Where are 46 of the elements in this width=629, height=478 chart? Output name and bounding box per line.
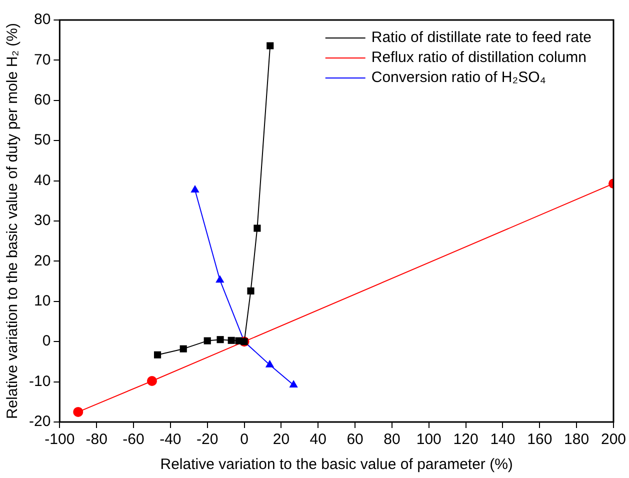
y-tick-label: 0 — [42, 332, 51, 350]
x-tick-label: -60 — [122, 431, 144, 448]
x-tick-label: 20 — [272, 431, 290, 448]
point — [146, 376, 157, 386]
x-tick-label: 140 — [490, 431, 516, 448]
y-tick-label: 30 — [34, 212, 51, 230]
legend-label: Ratio of distillate rate to feed rate — [371, 29, 592, 46]
x-tick-label: -40 — [160, 431, 182, 448]
legend-label: Conversion ratio of H₂SO₄ — [371, 69, 546, 86]
x-tick-label: 60 — [346, 431, 364, 448]
x-tick-label: 200 — [600, 431, 626, 448]
y-tick-label: 20 — [34, 252, 51, 270]
y-tick-label: 40 — [34, 172, 51, 189]
point — [216, 275, 224, 283]
point — [190, 185, 200, 193]
x-tick-label: -80 — [86, 431, 108, 448]
point — [204, 337, 211, 344]
y-tick-label: 50 — [34, 132, 51, 149]
point — [266, 42, 274, 50]
point — [247, 287, 254, 294]
x-tick-label: -20 — [196, 431, 218, 448]
x-tick-label: 40 — [310, 431, 326, 448]
x-tick-label: 120 — [453, 431, 478, 448]
point — [289, 380, 298, 388]
point — [73, 406, 84, 417]
x-tick-label: 160 — [527, 431, 552, 448]
point — [216, 336, 224, 344]
x-tick-label: 80 — [384, 431, 400, 448]
y-tick-label: 70 — [34, 51, 51, 68]
x-tick-label: 180 — [564, 431, 590, 448]
point — [228, 336, 235, 344]
y-tick-label: -10 — [28, 372, 51, 390]
x-tick-label: 100 — [416, 431, 442, 448]
point — [265, 360, 274, 368]
point — [254, 224, 261, 232]
point — [180, 345, 187, 352]
x-tick-label: -100 — [44, 431, 75, 448]
y-axis-title: Relative variation to the basic value of duty per mole H₂ (%) — [4, 22, 22, 420]
y-tick-label: 60 — [34, 92, 51, 109]
x-tick-label: 0 — [240, 431, 248, 448]
point — [154, 351, 162, 358]
y-tick-label: 10 — [34, 292, 51, 310]
legend-label: Reflux ratio of distillation column — [371, 49, 586, 66]
y-tick-label: 80 — [34, 11, 51, 28]
x-axis-title: Relative variation to the basic value of parameter (%) — [160, 456, 513, 474]
y-tick-label: -20 — [28, 413, 51, 430]
